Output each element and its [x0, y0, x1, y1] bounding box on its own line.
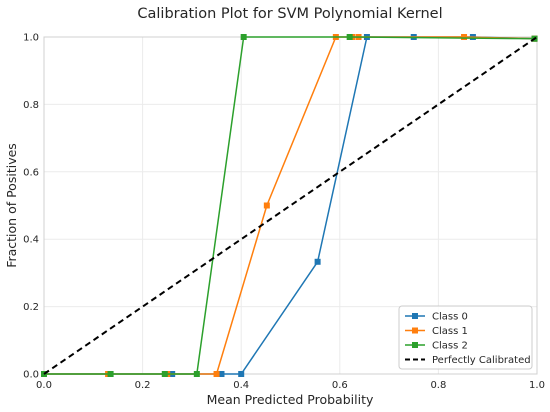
data-point [238, 371, 245, 377]
legend-item: Class 1 [405, 326, 468, 337]
y-tick-label: 0.6 [23, 167, 39, 178]
x-tick-label: 0.2 [135, 380, 151, 391]
legend-marker [412, 342, 418, 348]
data-point [193, 371, 200, 377]
data-point [346, 34, 353, 40]
data-point [161, 371, 168, 377]
data-point [461, 34, 468, 40]
series-layer [41, 34, 538, 377]
y-tick-label: 0.2 [23, 302, 39, 313]
y-tick-label: 0.8 [23, 100, 39, 111]
legend-label: Class 0 [432, 312, 468, 323]
data-point [107, 371, 114, 377]
x-tick-label: 0.6 [332, 380, 348, 391]
data-point [213, 371, 220, 377]
legend-item: Perfectly Calibrated [405, 355, 531, 366]
x-tick-label: 0.0 [36, 380, 52, 391]
legend-marker [412, 327, 418, 334]
y-tick-label: 0.4 [23, 235, 39, 246]
legend-item: Class 0 [405, 312, 468, 323]
x-tick-label: 0.4 [233, 380, 249, 391]
legend-marker [412, 313, 418, 319]
legend-label: Perfectly Calibrated [432, 355, 531, 366]
legend-item: Class 2 [405, 341, 468, 352]
data-point [263, 202, 270, 209]
x-tick-label: 1.0 [529, 380, 545, 391]
x-tick-label: 0.8 [430, 380, 446, 391]
chart-title: Calibration Plot for SVM Polynomial Kern… [137, 6, 442, 22]
legend: Class 0 Class 1 Class 2 Perfectly Calibrate… [398, 305, 533, 370]
y-axis-label: Fraction of Positives [4, 143, 19, 268]
y-tick-label: 1.0 [23, 33, 39, 44]
data-point [218, 371, 225, 377]
legend-box [398, 305, 533, 370]
x-axis-label: Mean Predicted Probability [207, 392, 374, 407]
data-point [314, 258, 321, 265]
legend-label: Class 1 [432, 326, 468, 337]
y-tick-label: 0.0 [23, 370, 39, 381]
data-point [240, 34, 247, 40]
axes: 0.0 0.2 0.4 0.6 0.8 1.0 0.0 0.2 0.4 0.6 0.8 1.0 [23, 33, 545, 392]
legend-label: Class 2 [432, 341, 468, 352]
grid [43, 36, 538, 375]
